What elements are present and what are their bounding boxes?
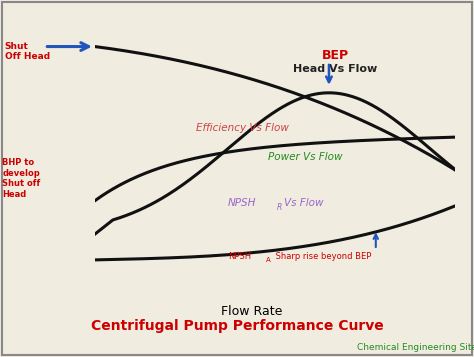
- Text: Efficiency Vs Flow: Efficiency Vs Flow: [196, 124, 289, 134]
- Text: BHP to
develop
Shut off
Head: BHP to develop Shut off Head: [2, 159, 41, 198]
- Text: Sharp rise beyond BEP: Sharp rise beyond BEP: [273, 252, 372, 261]
- Text: Head Vs Flow: Head Vs Flow: [293, 64, 377, 74]
- Text: Chemical Engineering Site: Chemical Engineering Site: [357, 343, 474, 352]
- Text: A: A: [266, 257, 271, 263]
- Text: Power Vs Flow: Power Vs Flow: [268, 152, 342, 162]
- Text: Centrifugal Pump Performance Curve: Centrifugal Pump Performance Curve: [91, 319, 383, 333]
- Text: R: R: [277, 202, 282, 211]
- Text: Flow Rate: Flow Rate: [221, 305, 282, 318]
- Text: NPSH: NPSH: [228, 198, 256, 208]
- Text: Vs Flow: Vs Flow: [284, 198, 323, 208]
- Text: BEP: BEP: [322, 49, 349, 62]
- Text: NPSH: NPSH: [228, 252, 251, 261]
- Text: Shut
Off Head: Shut Off Head: [5, 42, 50, 61]
